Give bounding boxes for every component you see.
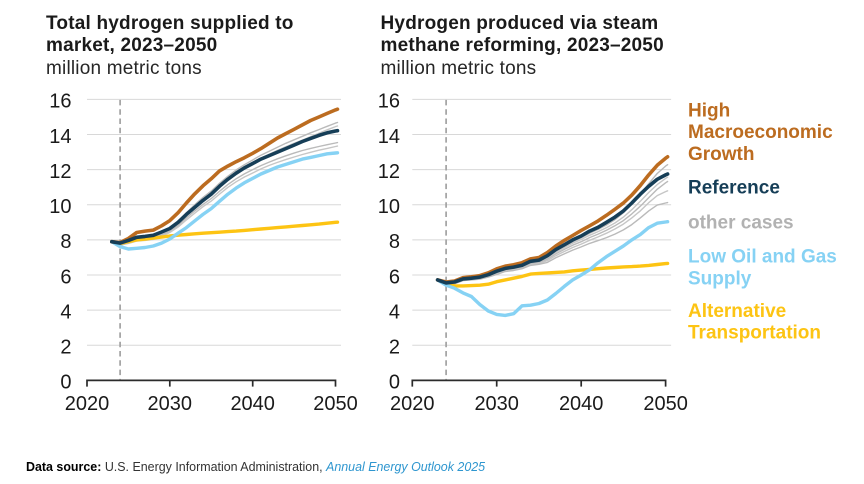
svg-text:12: 12 [378,161,400,183]
svg-text:14: 14 [49,126,71,148]
svg-text:16: 16 [378,91,400,113]
svg-text:6: 6 [60,266,71,288]
svg-text:High: High [688,100,730,121]
svg-text:Total hydrogen supplied to: Total hydrogen supplied to [46,13,294,34]
svg-text:8: 8 [60,231,71,253]
svg-text:million metric tons: million metric tons [381,58,537,79]
svg-text:2030: 2030 [474,393,519,415]
svg-text:Hydrogen produced via steam: Hydrogen produced via steam [381,13,659,34]
svg-text:2050: 2050 [313,393,358,415]
svg-text:16: 16 [49,91,71,113]
svg-text:Transportation: Transportation [688,323,821,344]
svg-text:4: 4 [60,301,71,323]
svg-text:2020: 2020 [390,393,435,415]
svg-text:10: 10 [378,196,400,218]
svg-text:2: 2 [389,337,400,359]
svg-text:market, 2023–2050: market, 2023–2050 [46,35,217,56]
svg-text:Low Oil and Gas: Low Oil and Gas [688,247,837,268]
svg-text:0: 0 [60,372,71,394]
svg-text:other cases: other cases [688,213,794,234]
svg-text:Alternative: Alternative [688,301,786,322]
svg-text:methane reforming, 2023–2050: methane reforming, 2023–2050 [381,35,664,56]
svg-text:2020: 2020 [65,393,110,415]
svg-text:8: 8 [389,231,400,253]
svg-text:2040: 2040 [230,393,275,415]
svg-text:2050: 2050 [643,393,688,415]
svg-text:12: 12 [49,161,71,183]
svg-text:6: 6 [389,266,400,288]
svg-text:Supply: Supply [688,269,752,290]
svg-text:Data source: U.S. Energy Infor: Data source: U.S. Energy Information Adm… [26,460,485,474]
svg-text:2030: 2030 [148,393,193,415]
svg-text:0: 0 [389,372,400,394]
svg-text:14: 14 [378,126,400,148]
svg-text:10: 10 [49,196,71,218]
svg-text:Growth: Growth [688,144,755,165]
svg-text:Macroeconomic: Macroeconomic [688,122,833,143]
svg-text:million metric tons: million metric tons [46,58,202,79]
svg-text:4: 4 [389,301,400,323]
svg-text:2: 2 [60,337,71,359]
svg-text:Reference: Reference [688,178,780,199]
svg-text:2040: 2040 [559,393,604,415]
